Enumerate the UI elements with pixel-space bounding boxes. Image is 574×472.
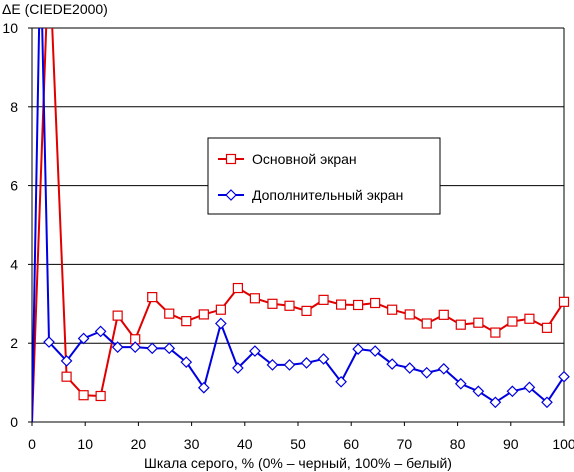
- data-point-square: [318, 294, 329, 305]
- x-tick-label: 0: [28, 436, 36, 452]
- data-point-square: [524, 313, 535, 324]
- data-point-square: [507, 316, 518, 327]
- x-axis-label: Шкала серого, % (0% – черный, 100% – бел…: [144, 455, 452, 471]
- data-point-diamond: [403, 362, 416, 374]
- y-tick-label: 8: [10, 99, 18, 115]
- legend-diamond-marker-icon: [225, 189, 237, 201]
- y-tick-label: 10: [2, 20, 18, 36]
- data-point-diamond: [94, 325, 107, 338]
- x-tick-label: 30: [184, 436, 200, 452]
- data-point-square: [215, 304, 226, 315]
- data-point-diamond: [437, 362, 450, 375]
- x-tick-label: 10: [77, 436, 93, 452]
- legend-square-marker-icon: [225, 153, 237, 165]
- data-point-square: [232, 282, 243, 294]
- legend-box: [207, 137, 441, 215]
- data-point-diamond: [454, 377, 467, 390]
- legend: Основной экран Дополнительный экран: [207, 137, 441, 215]
- data-point-diamond: [386, 358, 399, 370]
- data-point-diamond: [215, 317, 227, 330]
- data-point-diamond: [558, 370, 570, 383]
- data-point-diamond: [180, 356, 193, 368]
- x-tick-label: 100: [552, 436, 574, 452]
- data-point-diamond: [266, 359, 279, 371]
- data-point-diamond: [43, 336, 55, 348]
- data-point-diamond: [111, 341, 124, 353]
- data-point-square: [301, 305, 312, 316]
- x-tick-label: 60: [343, 436, 359, 452]
- data-point-diamond: [541, 396, 553, 409]
- data-point-diamond: [523, 381, 536, 394]
- data-point-square: [370, 297, 381, 309]
- data-point-square: [490, 327, 501, 338]
- y-tick-label: 2: [10, 335, 18, 351]
- data-point-square: [112, 310, 123, 321]
- x-tick-labels: 0 10 20 30 40 50 60 70 80 90 100: [28, 436, 574, 452]
- data-point-square: [147, 292, 158, 303]
- x-tick-label: 90: [503, 436, 519, 452]
- legend-item-secondary: Дополнительный экран: [218, 187, 403, 203]
- data-point-diamond: [163, 342, 176, 355]
- data-point-diamond: [489, 396, 502, 409]
- data-point-diamond: [506, 385, 519, 398]
- legend-label-primary: Основной экран: [252, 151, 357, 167]
- data-point-square: [249, 293, 261, 304]
- data-point-diamond: [232, 362, 244, 374]
- data-point-square: [541, 322, 553, 333]
- data-point-diamond: [129, 341, 142, 353]
- data-point-diamond: [197, 381, 210, 394]
- data-point-square: [267, 298, 278, 309]
- data-point-diamond: [60, 355, 73, 367]
- data-point-square: [353, 299, 364, 311]
- axes: [28, 27, 565, 426]
- data-point-diamond: [352, 343, 364, 355]
- data-point-square: [181, 316, 192, 327]
- data-point-square: [473, 317, 484, 328]
- data-point-square: [78, 390, 89, 401]
- data-point-square: [284, 300, 295, 311]
- data-point-square: [558, 296, 570, 307]
- y-axis-label: ΔE (CIEDE2000): [2, 1, 108, 17]
- data-point-diamond: [283, 359, 296, 371]
- data-point-square: [164, 308, 175, 319]
- data-point-square: [198, 309, 209, 320]
- x-tick-label: 80: [450, 436, 466, 452]
- data-point-square: [404, 309, 415, 320]
- data-point-diamond: [472, 385, 485, 398]
- data-point-diamond: [335, 375, 347, 388]
- legend-label-secondary: Дополнительный экран: [252, 187, 403, 203]
- data-point-square: [455, 319, 466, 330]
- data-point-square: [335, 299, 347, 310]
- data-point-square: [61, 371, 72, 382]
- legend-item-primary: Основной экран: [218, 151, 357, 167]
- data-point-square: [421, 318, 432, 329]
- y-tick-label: 6: [10, 178, 18, 194]
- data-point-square: [387, 304, 398, 315]
- data-point-square: [95, 390, 106, 402]
- x-tick-label: 20: [131, 436, 147, 452]
- markers-layer: [43, 282, 570, 409]
- data-point-diamond: [146, 342, 159, 355]
- x-tick-label: 70: [397, 436, 413, 452]
- data-point-square: [438, 309, 449, 320]
- x-tick-label: 40: [237, 436, 253, 452]
- data-point-diamond: [249, 345, 261, 357]
- x-tick-label: 50: [290, 436, 306, 452]
- y-tick-label: 4: [10, 256, 18, 272]
- data-point-diamond: [77, 332, 90, 345]
- data-point-diamond: [369, 345, 381, 357]
- y-tick-label: 0: [10, 414, 18, 430]
- data-point-diamond: [317, 353, 330, 365]
- data-point-diamond: [300, 357, 313, 369]
- y-tick-labels: 0 2 4 6 8 10: [2, 20, 18, 430]
- data-point-diamond: [420, 366, 433, 379]
